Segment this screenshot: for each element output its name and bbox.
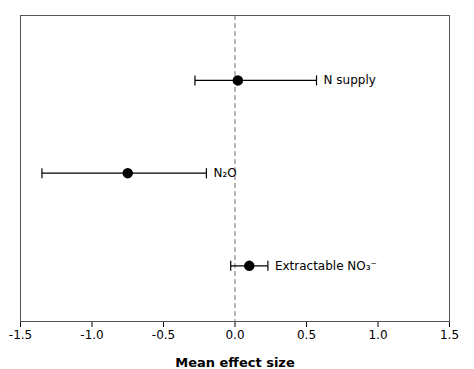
svg-text:0.5: 0.5	[297, 328, 316, 342]
svg-text:-1.0: -1.0	[80, 328, 103, 342]
svg-text:Extractable NO₃⁻: Extractable NO₃⁻	[275, 259, 377, 273]
svg-text:0.0: 0.0	[225, 328, 244, 342]
svg-text:N supply: N supply	[324, 73, 376, 87]
svg-text:1.0: 1.0	[368, 328, 387, 342]
svg-text:-0.5: -0.5	[152, 328, 175, 342]
svg-text:Mean effect size: Mean effect size	[175, 355, 295, 369]
svg-text:-1.5: -1.5	[9, 328, 32, 342]
svg-text:1.5: 1.5	[440, 328, 459, 342]
svg-text:N₂O: N₂O	[213, 166, 236, 180]
